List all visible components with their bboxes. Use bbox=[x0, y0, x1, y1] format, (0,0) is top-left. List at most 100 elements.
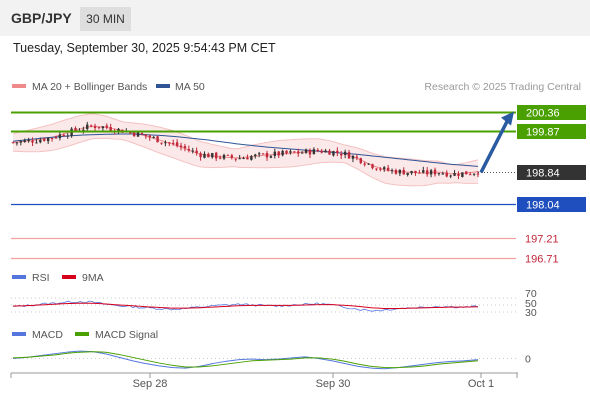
candle-body bbox=[426, 170, 429, 175]
candle-body bbox=[472, 173, 476, 175]
level-lower-4-label: 197.21 bbox=[525, 234, 559, 246]
candle-body bbox=[62, 134, 65, 137]
candle-body bbox=[336, 150, 339, 154]
legend-macd-signal-swatch bbox=[75, 332, 89, 336]
legend-macd-signal-label: MACD Signal bbox=[95, 329, 158, 341]
candle-body bbox=[386, 167, 390, 171]
bollinger-upper bbox=[12, 113, 479, 166]
candle-body bbox=[468, 174, 472, 176]
watermark: Research © 2025 Trading Central bbox=[424, 81, 581, 93]
macd-line bbox=[12, 350, 479, 370]
candle-body bbox=[19, 141, 23, 143]
candle-body bbox=[140, 133, 144, 135]
candle-body bbox=[375, 168, 378, 170]
level-resistance-1-label: 199.87 bbox=[526, 127, 560, 139]
candle-body bbox=[265, 153, 269, 158]
legend-ma50-label: MA 50 bbox=[175, 81, 205, 93]
candle-body bbox=[172, 142, 175, 144]
candle-body bbox=[199, 153, 202, 158]
candle-body bbox=[402, 169, 405, 175]
candle-body bbox=[363, 163, 366, 165]
candle-body bbox=[164, 142, 167, 144]
candle-body bbox=[187, 149, 191, 151]
candle-body bbox=[39, 139, 42, 143]
symbol-title: GBP/JPY bbox=[11, 10, 72, 26]
bollinger-band bbox=[13, 113, 478, 186]
candle-body bbox=[406, 172, 409, 175]
rsi-level-label: 70 bbox=[525, 288, 537, 300]
candle-body bbox=[203, 153, 206, 158]
candle-body bbox=[144, 134, 148, 137]
candle-body bbox=[359, 158, 362, 164]
candle-body bbox=[246, 157, 249, 160]
level-lower-5-label: 196.71 bbox=[525, 254, 559, 266]
candle-body bbox=[226, 154, 230, 156]
candle-body bbox=[285, 150, 288, 154]
candle-body bbox=[11, 142, 15, 144]
candle-body bbox=[320, 151, 323, 153]
candle-body bbox=[418, 172, 421, 174]
candle-body bbox=[261, 153, 265, 155]
macd-panel: 0 bbox=[11, 350, 531, 370]
legend-macd-swatch bbox=[12, 332, 26, 336]
candle-body bbox=[347, 152, 351, 159]
candle-body bbox=[89, 125, 93, 127]
candle-body bbox=[101, 126, 105, 129]
candle-body bbox=[214, 152, 218, 159]
x-tick-label: Sep 28 bbox=[133, 378, 168, 390]
candle-body bbox=[383, 167, 386, 170]
candle-body bbox=[277, 151, 280, 156]
candle-body bbox=[93, 126, 97, 129]
candle-body bbox=[422, 170, 425, 173]
candle-body bbox=[222, 154, 226, 159]
candle-body bbox=[328, 150, 331, 155]
candle-body bbox=[156, 136, 159, 143]
legend-bollinger-swatch bbox=[12, 84, 26, 88]
x-tick-label: Oct 1 bbox=[468, 378, 494, 390]
level-resistance-0-label: 200.36 bbox=[526, 108, 560, 120]
level-resistance-0-tag bbox=[517, 105, 586, 120]
candle-body bbox=[351, 155, 355, 159]
candle-body bbox=[31, 140, 34, 143]
candle-body bbox=[35, 142, 38, 144]
legend-rsi-ma-swatch bbox=[62, 275, 76, 279]
legend-rsi-ma-label: 9MA bbox=[82, 272, 104, 284]
candle-body bbox=[308, 149, 312, 155]
interval-button[interactable]: 30 MIN bbox=[80, 7, 131, 31]
candle-body bbox=[367, 163, 370, 165]
rsi-level-label: 50 bbox=[525, 298, 537, 310]
candle-body bbox=[136, 132, 140, 137]
forecast-arrow-head bbox=[501, 111, 514, 126]
candle-body bbox=[343, 151, 347, 155]
candle-body bbox=[43, 139, 46, 141]
candle-body bbox=[54, 137, 58, 139]
candle-body bbox=[465, 171, 468, 175]
level-last-2-label: 198.84 bbox=[526, 168, 560, 180]
candle-body bbox=[23, 140, 26, 142]
level-last-2-tag bbox=[517, 165, 586, 180]
candle-body bbox=[273, 151, 277, 156]
candle-body bbox=[234, 158, 237, 160]
candle-body bbox=[269, 156, 273, 158]
candle-body bbox=[211, 153, 214, 158]
candle-body bbox=[97, 127, 101, 129]
candle-body bbox=[168, 142, 171, 144]
candle-body bbox=[394, 170, 398, 174]
candle-body bbox=[230, 155, 234, 158]
x-tick-label: Sep 30 bbox=[316, 378, 351, 390]
candle-body bbox=[332, 151, 335, 156]
candle-body bbox=[50, 138, 54, 140]
candle-body bbox=[86, 124, 89, 130]
rsi-line bbox=[12, 300, 479, 312]
candle-body bbox=[58, 134, 62, 139]
candle-body bbox=[175, 142, 179, 146]
candle-body bbox=[390, 170, 394, 172]
candle-body bbox=[297, 151, 300, 154]
candle-body bbox=[129, 132, 132, 134]
candle-body bbox=[27, 139, 30, 142]
candle-body bbox=[371, 164, 374, 169]
candle-body bbox=[300, 152, 304, 154]
candle-body bbox=[46, 137, 50, 142]
